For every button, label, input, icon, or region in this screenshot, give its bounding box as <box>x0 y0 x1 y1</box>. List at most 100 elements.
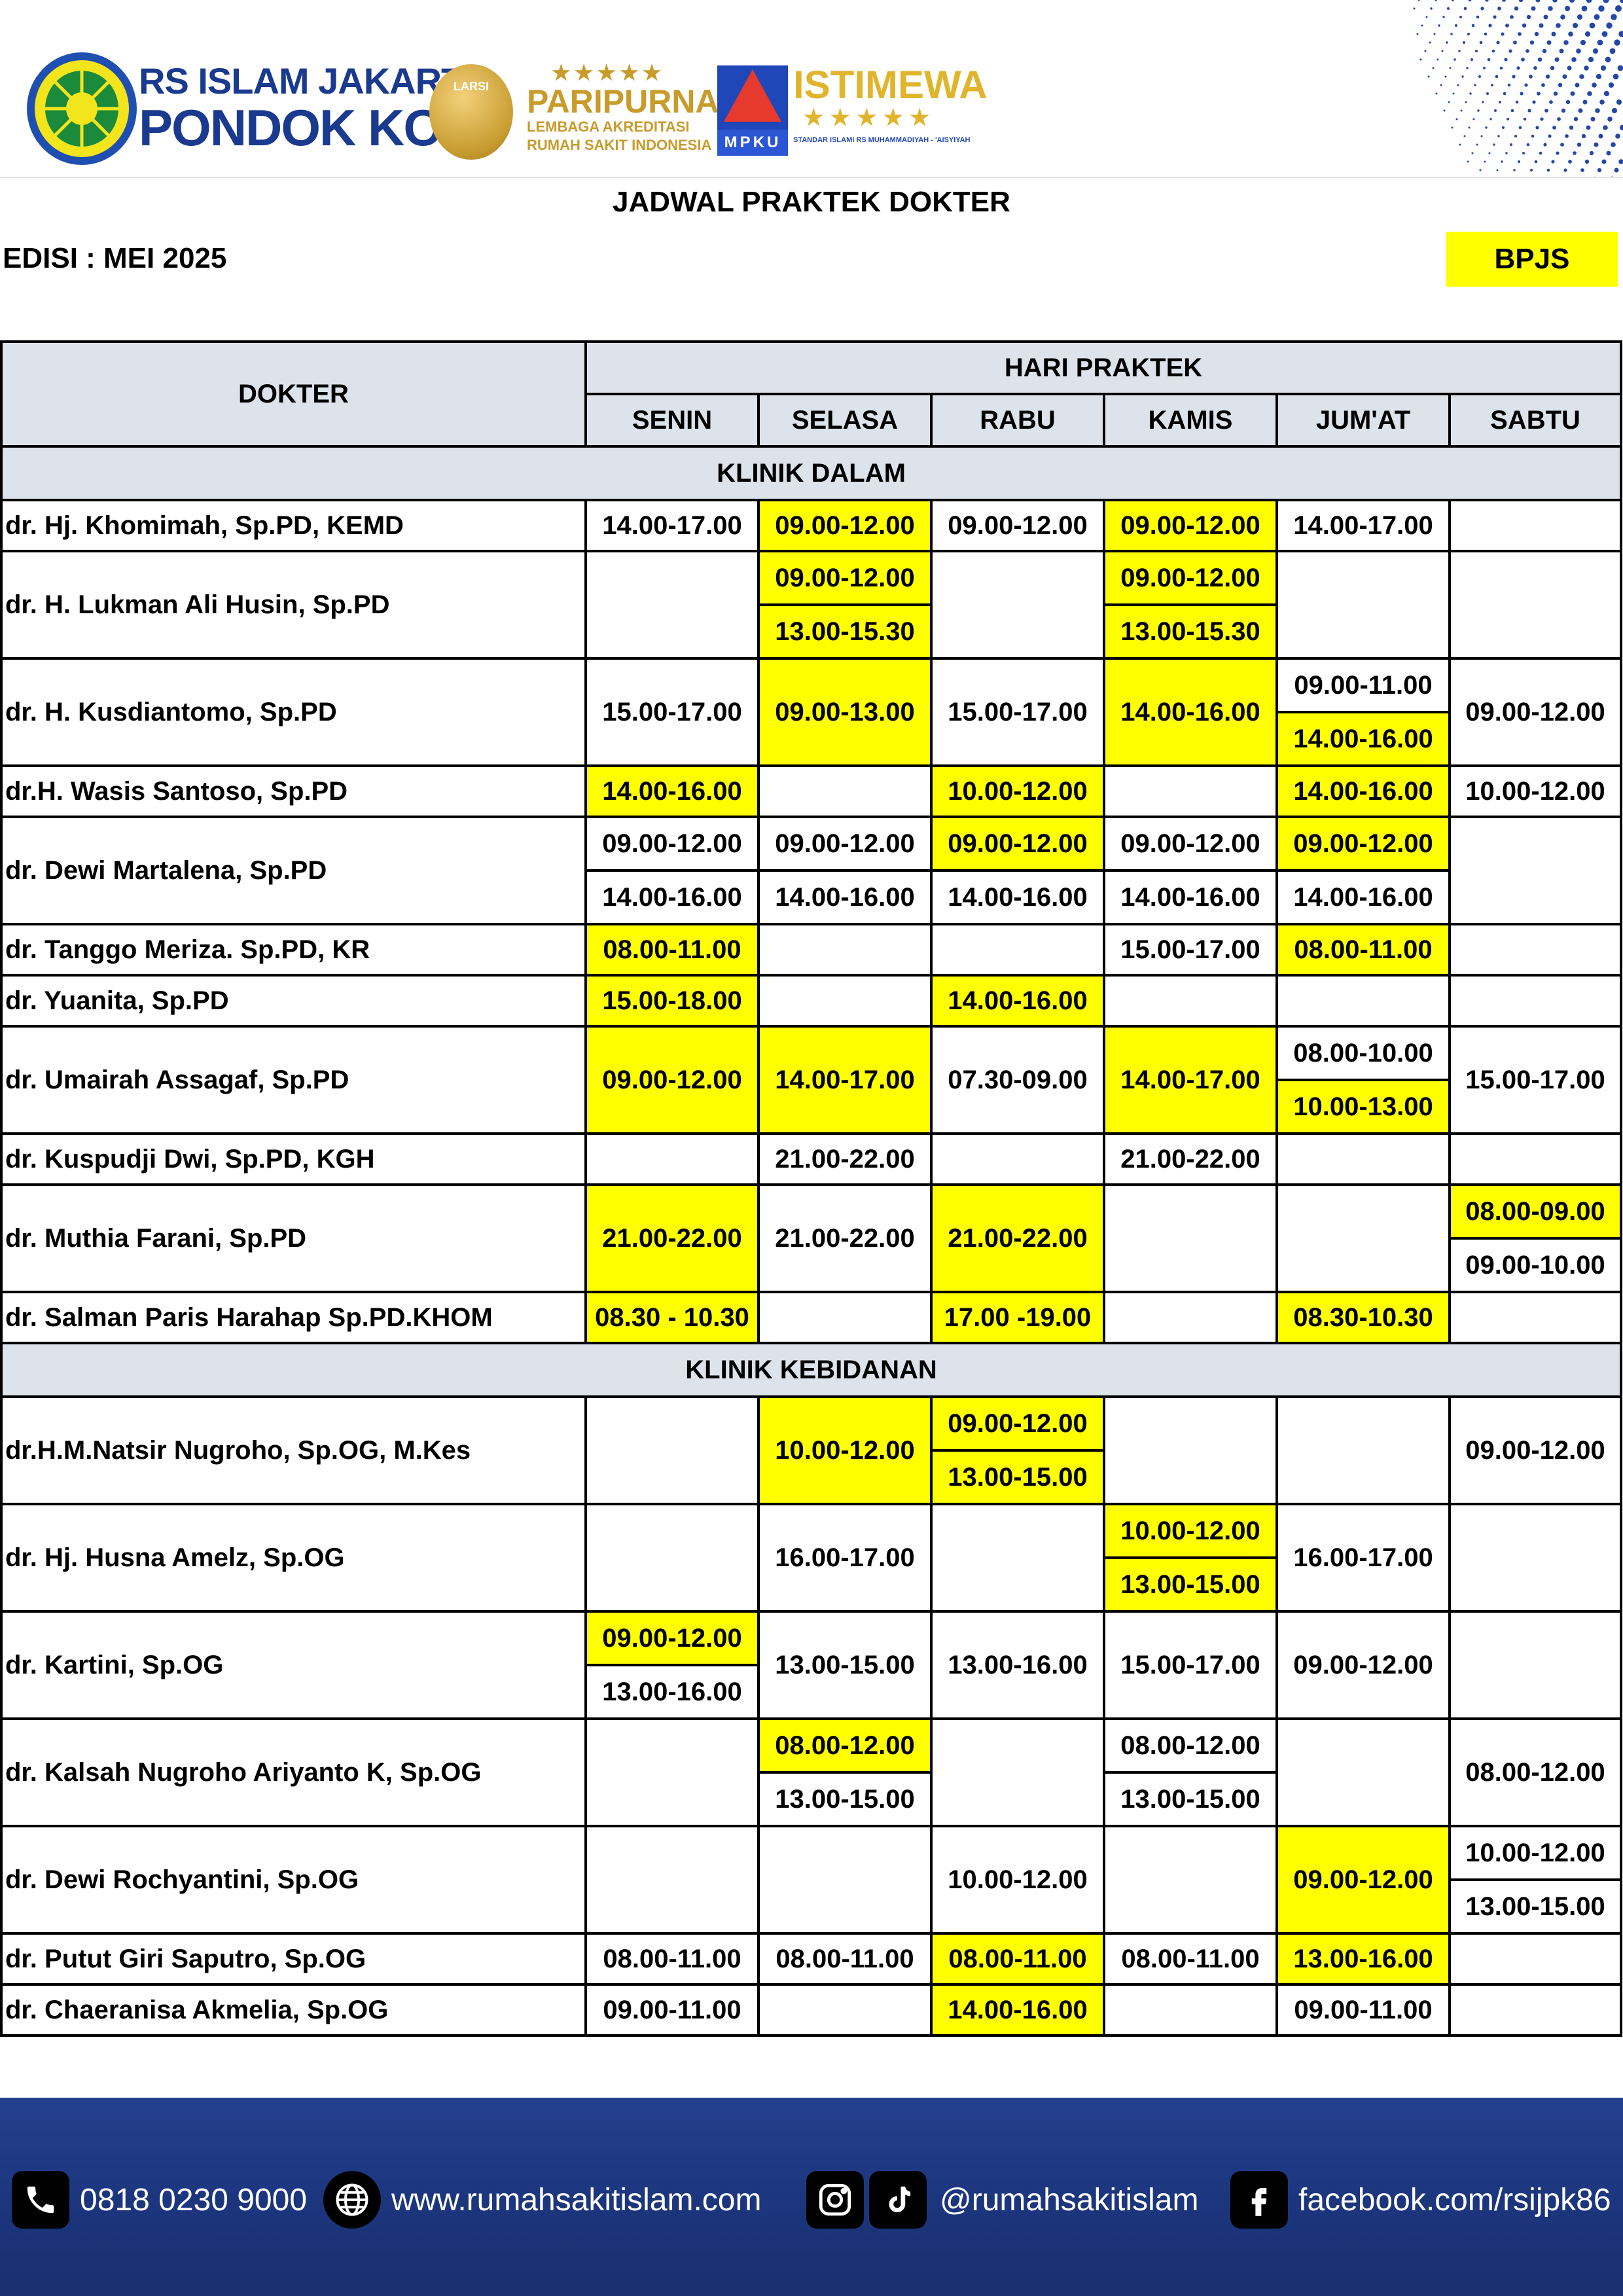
decor-dot <box>1491 84 1493 86</box>
paripurna-accreditation: ★★★★★ PARIPURNA LEMBAGA AKREDITASI RUMAH… <box>527 60 719 154</box>
decor-dot <box>1556 23 1561 28</box>
time-slot: 09.00-10.00 <box>1451 1237 1620 1291</box>
decor-dot <box>1461 75 1464 78</box>
decor-dot <box>1545 74 1550 79</box>
schedule-cell <box>1275 550 1451 660</box>
decor-dot <box>1578 108 1583 113</box>
decor-dot <box>1619 124 1623 131</box>
decor-dot <box>1531 134 1535 138</box>
decor-dot <box>1469 92 1472 95</box>
decor-dot <box>1546 40 1552 45</box>
schedule-cell <box>1275 1395 1451 1505</box>
decor-dot <box>1468 126 1471 129</box>
decor-dot <box>1518 32 1522 36</box>
schedule-table: DOKTER HARI PRAKTEK SENIN SELASA RABU KA… <box>0 340 1623 2037</box>
decor-dot <box>1463 7 1467 10</box>
schedule-cell: 08.00-09.00 09.00-10.00 <box>1448 1183 1623 1293</box>
time-slot: 13.00-16.00 <box>930 1610 1105 1720</box>
decor-dot <box>1573 151 1577 155</box>
decor-dot <box>1504 58 1508 62</box>
decor-dot <box>1549 100 1553 104</box>
time-slot: 08.00-12.00 <box>760 1720 930 1771</box>
decor-dot <box>1603 125 1608 130</box>
page-title: JADWAL PRAKTEK DOKTER <box>613 186 1010 218</box>
decor-dot <box>1559 48 1564 54</box>
schedule-cell: 09.00-12.00 14.00-16.00 <box>757 816 933 925</box>
decor-dot <box>1589 22 1596 29</box>
decor-dot <box>1499 101 1501 103</box>
time-slot: 14.00-17.00 <box>1275 499 1451 552</box>
footer-social[interactable]: @rumahsakitislam <box>806 2171 1198 2229</box>
decor-dot <box>1435 0 1437 1</box>
decor-dot <box>1571 57 1577 62</box>
decor-dot <box>1599 99 1605 105</box>
time-slot: 08.30-10.30 <box>1275 1291 1451 1344</box>
schedule-cell <box>1275 1183 1451 1293</box>
decor-dot <box>1501 32 1505 36</box>
decor-dot <box>1487 58 1491 62</box>
decor-dot <box>1584 65 1589 71</box>
footer-website[interactable]: www.rumahsakitislam.com <box>323 2171 761 2229</box>
section-title: KLINIK DALAM <box>0 445 1623 501</box>
decor-dot <box>1499 66 1503 70</box>
decor-dot <box>1551 160 1555 164</box>
decor-dot <box>1595 108 1600 113</box>
time-slot: 10.00-12.00 <box>1448 764 1623 818</box>
time-slot: 09.00-12.00 <box>1278 818 1448 869</box>
doctor-name: dr. Hj. Husna Amelz, Sp.OG <box>0 1503 587 1613</box>
schedule-cell <box>1448 1983 1623 2037</box>
day-header: RABU <box>930 393 1105 448</box>
doctor-name: dr. Hj. Khomimah, Sp.PD, KEMD <box>0 499 587 552</box>
decor-dot <box>1448 101 1450 103</box>
time-slot: 15.00-17.00 <box>930 657 1105 767</box>
doctor-row: dr. Yuanita, Sp.PD 15.00-18.00 14.00-16.00 <box>0 974 1623 1028</box>
schedule-cell <box>1448 1132 1623 1186</box>
time-slot: 09.00-12.00 <box>1105 552 1275 603</box>
decor-dot <box>1569 125 1574 130</box>
decor-dot <box>1529 40 1535 45</box>
decor-dot <box>1607 117 1613 122</box>
schedule-cell: 09.00-12.00 13.00-15.30 <box>1103 550 1278 660</box>
time-slot: 08.00-10.00 <box>1293 1038 1433 1067</box>
footer-phone-number: 0818 0230 9000 <box>80 2182 308 2217</box>
decor-dot <box>1468 0 1472 2</box>
decor-dot <box>1484 32 1488 36</box>
slot-stack: 09.00-12.00 14.00-16.00 <box>587 818 757 923</box>
schedule-cell <box>1448 974 1623 1028</box>
paripurna-title: PARIPURNA <box>527 83 719 120</box>
decor-dot <box>1598 5 1605 12</box>
decor-dot <box>1609 48 1616 54</box>
decor-dot <box>1514 6 1519 11</box>
time-slot: 09.00-12.00 <box>1275 1825 1451 1935</box>
decor-dot <box>1588 56 1594 63</box>
paripurna-stars: ★★★★★ <box>552 61 666 84</box>
footer-phone[interactable]: 0818 0230 9000 <box>12 2171 307 2229</box>
schedule-cell <box>757 1983 933 2037</box>
doctor-name: dr. Kuspudji Dwi, Sp.PD, KGH <box>0 1132 587 1186</box>
footer-facebook[interactable]: facebook.com/rsijpk86 <box>1230 2171 1611 2229</box>
decor-dot <box>1425 16 1428 18</box>
decor-dot <box>1479 41 1483 45</box>
doctor-row: dr. Dewi Rochyantini, Sp.OG 10.00-12.00 09… <box>0 1825 1623 1935</box>
time-slot: 09.00-12.00 <box>757 499 933 552</box>
sirsma-logo: MPKU <box>717 65 788 156</box>
instagram-icon <box>806 2171 864 2229</box>
decor-dot <box>1563 40 1569 45</box>
doctor-name: dr. Putut Giri Saputro, Sp.OG <box>0 1932 587 1986</box>
decor-dot <box>1553 91 1558 96</box>
decor-dot <box>1501 160 1503 163</box>
decor-dot <box>1485 126 1488 129</box>
larsi-label: LARSI <box>454 80 489 93</box>
doctor-name: dr. Salman Paris Harahap Sp.PD.KHOM <box>0 1291 587 1344</box>
slot-stack: 09.00-12.00 14.00-16.00 <box>1278 818 1448 923</box>
decor-dot <box>1479 169 1482 171</box>
decor-dot <box>1515 100 1519 104</box>
time-slot: 08.00-11.00 <box>1275 923 1451 977</box>
decor-dot <box>1618 159 1623 164</box>
section-title: KLINIK KEBIDANAN <box>0 1342 1623 1398</box>
decor-dot <box>1465 101 1467 103</box>
time-slot: 08.00-11.00 <box>584 1932 760 1986</box>
decor-dot <box>1488 24 1492 27</box>
hospital-name-line1: RS ISLAM JAKARTA <box>139 60 487 101</box>
decor-dot <box>1564 5 1571 12</box>
